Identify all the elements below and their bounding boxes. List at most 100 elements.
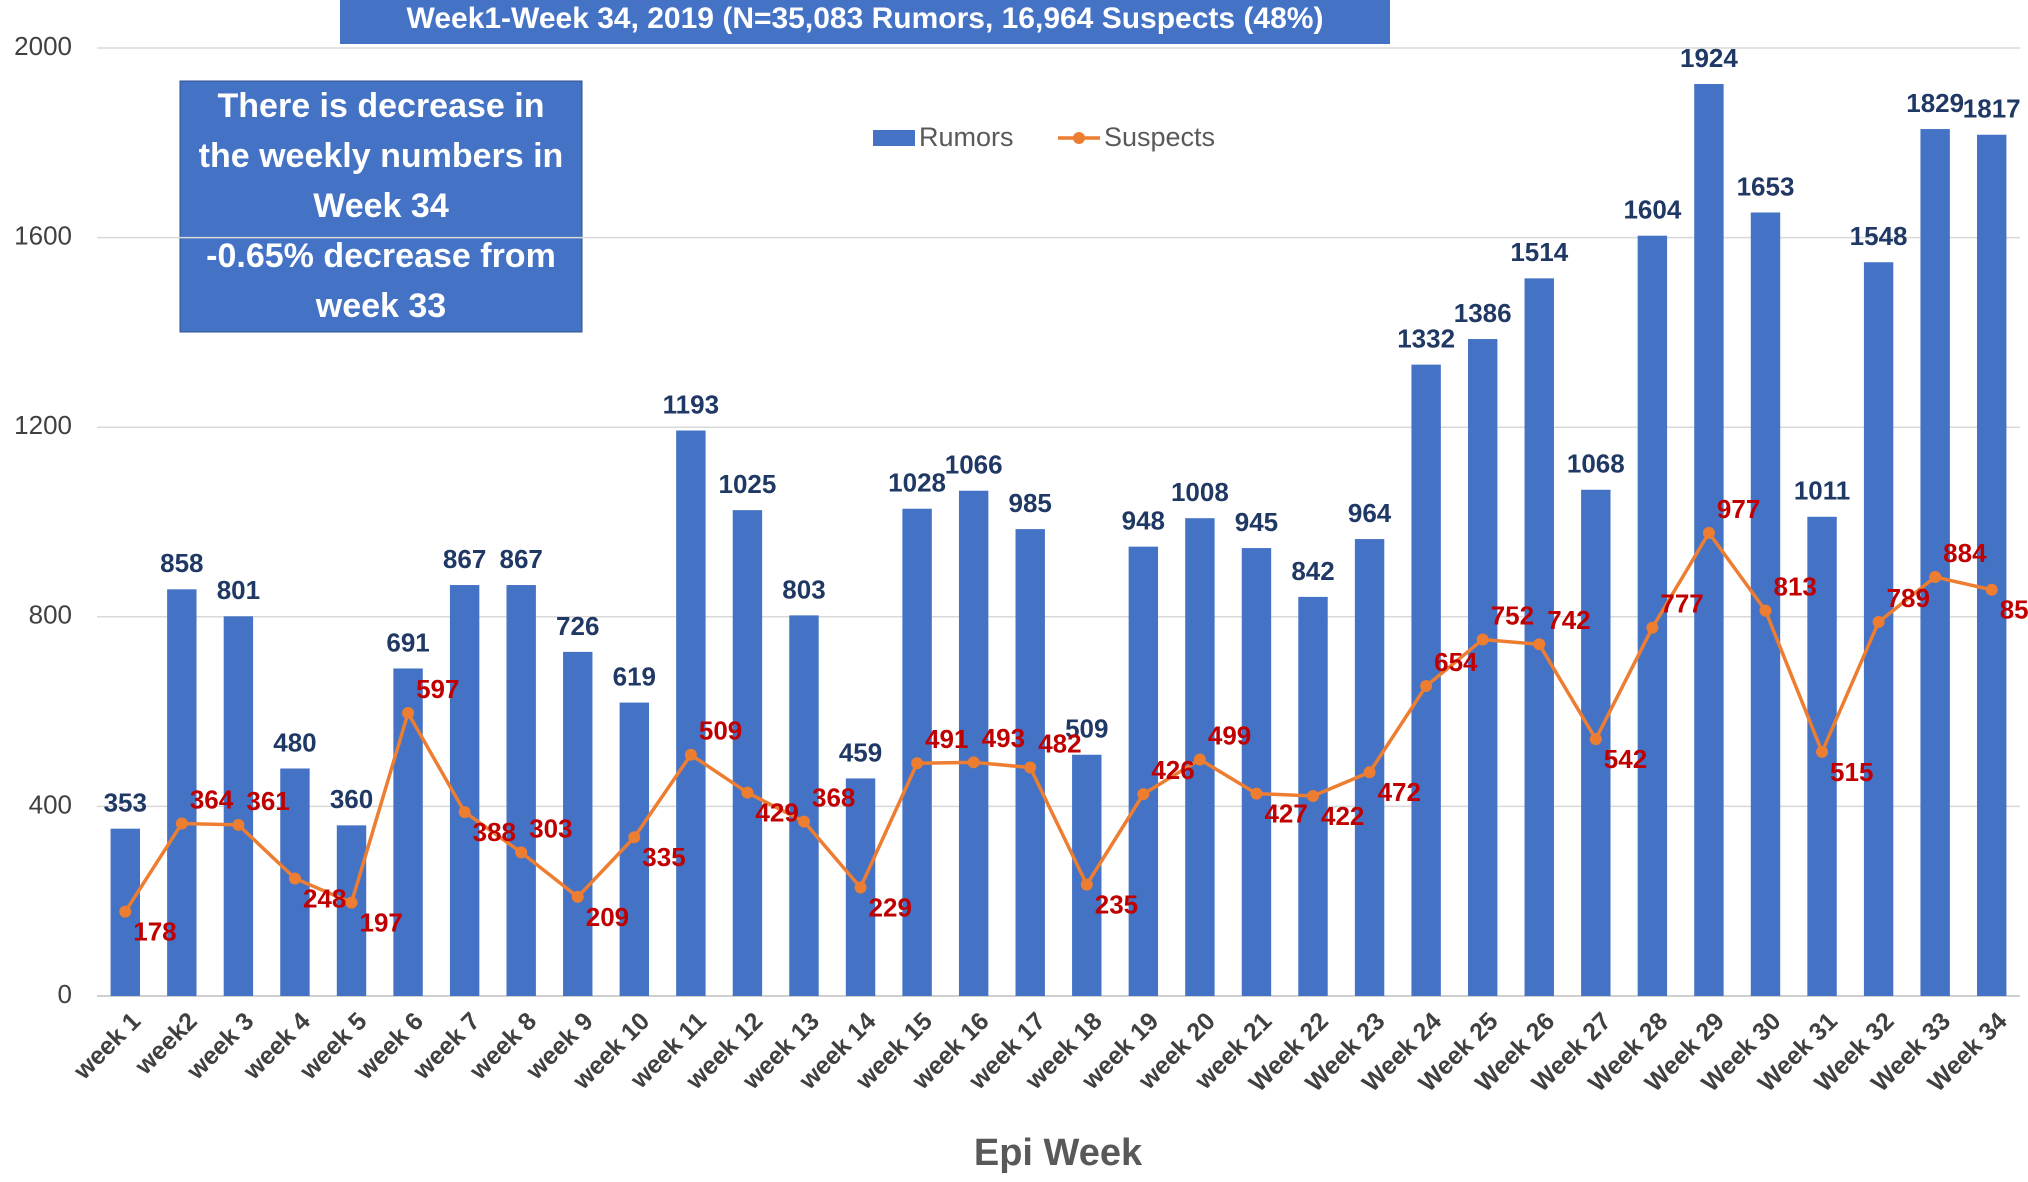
line-point [967,756,980,769]
bar [902,508,932,996]
line-value-label: 209 [586,902,629,932]
bar-value-label: 867 [443,544,486,574]
line-value-label: 472 [1378,777,1421,807]
annotation-box [179,80,583,333]
line-value-label: 813 [1773,572,1816,602]
line-point [1080,878,1093,891]
bar-value-label: 1068 [1567,449,1625,479]
line-point [175,817,188,830]
line-point [571,890,584,903]
line-value-label: 426 [1151,755,1194,785]
line-point [1533,638,1546,651]
line-value-label: 884 [1943,538,1987,568]
bar-value-label: 948 [1122,506,1165,536]
bar-value-label: 964 [1348,498,1392,528]
line-point [1816,745,1829,758]
bar-value-label: 360 [330,784,373,814]
y-tick-label: 400 [29,789,72,819]
line-value-label: 248 [303,883,346,913]
bar-value-label: 1924 [1680,43,1738,73]
bar [1694,84,1724,997]
line-value-label: 654 [1434,647,1478,677]
title-box [340,0,1390,44]
line-point [458,806,471,819]
line-point [1137,788,1150,801]
line-value-label: 364 [190,784,234,814]
line-value-label: 361 [246,786,289,816]
bar-value-label: 480 [273,727,316,757]
y-tick-label: 1600 [14,220,72,250]
bar [958,490,989,996]
line-value-label: 427 [1264,798,1307,828]
bar [563,651,593,996]
line-point [1985,583,1998,596]
annotation-line: There is decrease in [218,87,545,125]
line-point [345,896,358,909]
line-value-label: 542 [1604,744,1647,774]
bar [449,585,480,996]
line-value-label: 197 [360,907,403,937]
bar [1241,548,1272,996]
bar-value-label: 1332 [1397,324,1455,354]
line-point [288,872,301,885]
legend-label: Rumors [919,122,1014,152]
bar [1920,129,1950,996]
line-point [232,818,245,831]
line-value-label: 422 [1321,801,1364,831]
legend-swatch [873,130,915,146]
bar-value-label: 1604 [1623,195,1681,225]
line-value-label: 491 [925,724,968,754]
line-value-label: 335 [642,842,685,872]
line-value-label: 482 [1038,728,1081,758]
bar [1637,235,1668,997]
line-value-label: 429 [755,798,798,828]
bar [1863,262,1894,996]
bar-value-label: 803 [782,574,825,604]
x-tick-label: week 1 [68,1007,147,1086]
line-value-label: 368 [812,782,855,812]
bar-value-label: 1653 [1737,171,1795,201]
line-value-label: 977 [1717,494,1760,524]
line-value-label: 777 [1660,589,1703,619]
line-point [1759,604,1772,617]
bar-value-label: 1386 [1454,298,1512,328]
bar-value-label: 801 [217,575,260,605]
bar [1977,134,2007,996]
line-point [1702,526,1715,539]
line-point [1193,753,1206,766]
line-point [1929,570,1942,583]
line-value-label: 515 [1830,757,1873,787]
y-tick-label: 800 [29,600,72,630]
annotation-line: -0.65% decrease from [206,237,556,275]
bar [393,668,423,996]
line-point [854,881,867,894]
line-value-label: 509 [699,716,742,746]
bar [336,825,367,996]
bar-value-label: 459 [839,737,882,767]
bar [223,616,254,996]
bar [167,589,197,996]
line-point [1307,789,1320,802]
bar-value-label: 691 [386,627,429,657]
annotation-line: the weekly numbers in [199,137,564,175]
line-value-label: 493 [982,723,1025,753]
chart-title: Week1-Week 34, 2019 (N=35,083 Rumors, 16… [407,2,1324,35]
bar [732,510,763,996]
bar-value-label: 1066 [945,450,1003,480]
y-tick-label: 2000 [14,31,72,61]
line-value-label: 789 [1887,583,1930,613]
bar-value-label: 1829 [1906,88,1964,118]
bar [506,585,536,996]
annotation-line: Week 34 [313,187,449,225]
line-value-label: 752 [1491,600,1534,630]
line-point [797,815,810,828]
line-point [741,786,754,799]
line-value-label: 857 [2000,595,2028,625]
bar-value-label: 1008 [1171,477,1229,507]
line-point [1476,633,1489,646]
bar [1128,546,1159,996]
line-value-label: 388 [473,817,516,847]
line-point [684,748,697,761]
bar-value-label: 842 [1291,556,1334,586]
line-value-label: 597 [416,674,459,704]
